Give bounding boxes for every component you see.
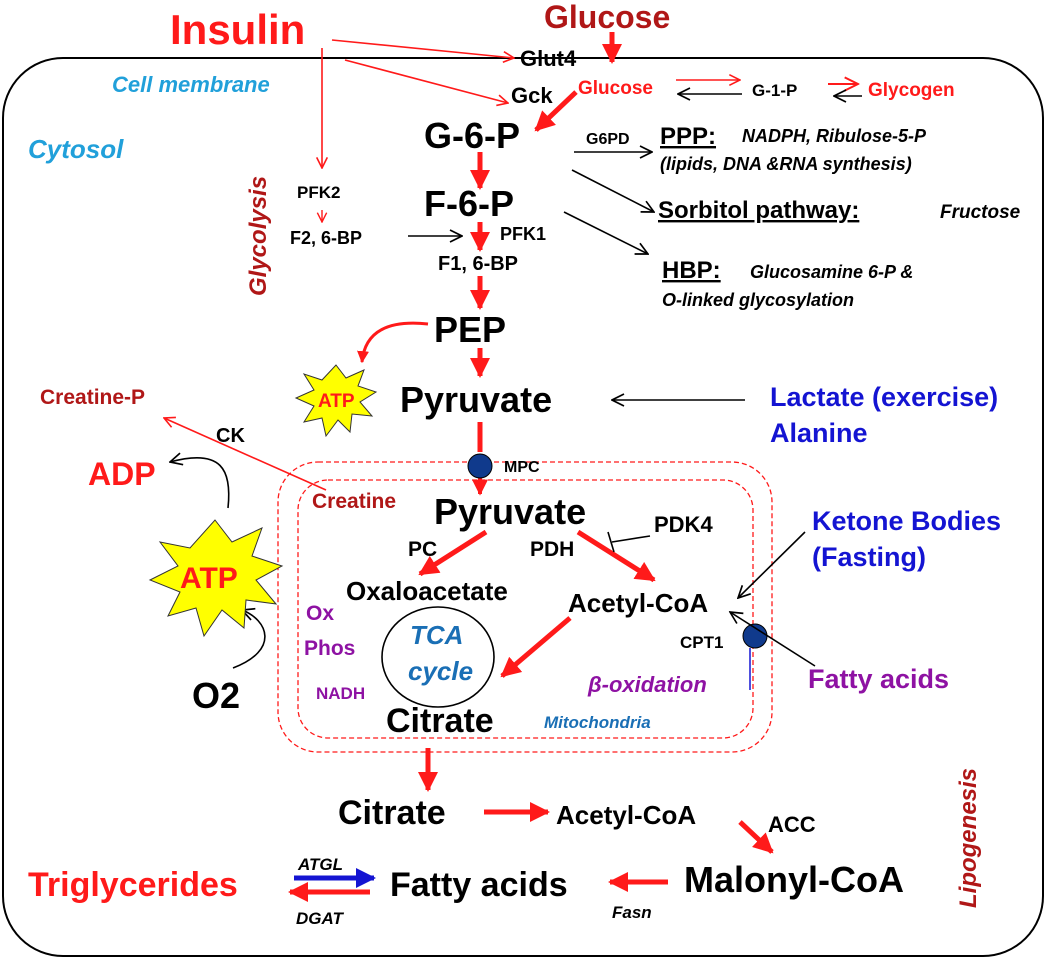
ck-label: CK (216, 425, 245, 447)
pep-label: PEP (434, 309, 506, 350)
acc-label: ACC (768, 812, 816, 837)
ppp-line1: NADPH, Ribulose-5-P (742, 126, 927, 146)
f26bp-label: F2, 6-BP (290, 228, 362, 248)
mpc-transporter-circle (467, 453, 493, 479)
fatty-acids-to-cpt1-arrow (730, 612, 816, 667)
mitochondria-outer-membrane (277, 461, 773, 753)
fasn-label: Fasn (612, 903, 652, 922)
pc-label: PC (408, 538, 437, 561)
tca-cycle-ellipse (381, 606, 495, 708)
tca-label: TCA (410, 620, 463, 650)
g6pd-label: G6PD (586, 131, 630, 148)
hbp-line2: O-linked glycosylation (662, 290, 854, 310)
insulin-to-glut4-arrow (331, 39, 514, 58)
glucose-top-label: Glucose (544, 0, 670, 35)
pdk4-inhibition-bar (607, 531, 615, 553)
g1p-label: G-1-P (752, 81, 797, 100)
pyruvate-to-oxaloacetate-arrow (418, 529, 488, 577)
citrate-cyto-label: Citrate (338, 794, 446, 832)
lipogenesis-label: Lipogenesis (955, 768, 982, 908)
sorbitol-product: Fructose (940, 202, 1021, 223)
acetylcoa-to-citrate-arrow (500, 616, 572, 678)
acetyl-coa-mito-label: Acetyl-CoA (568, 588, 708, 618)
oxaloacetate-label: Oxaloacetate (346, 576, 508, 606)
oxphos-ox-label: Ox (306, 602, 334, 625)
fasting-label: (Fasting) (812, 542, 926, 572)
pep-to-atp-arrow (357, 321, 429, 364)
beta-oxidation-label: β-oxidation (587, 672, 707, 697)
pdh-label: PDH (530, 538, 574, 561)
adp-label: ADP (88, 456, 156, 492)
atp-small-starburst (294, 364, 378, 438)
insulin-label: Insulin (170, 6, 305, 53)
atgl-label: ATGL (297, 855, 343, 874)
ppp-line2: (lipids, DNA &RNA synthesis) (660, 154, 912, 174)
acetylcoa-to-malonylcoa-arrow (738, 820, 774, 854)
nadh-label: NADH (316, 684, 365, 703)
mitochondria-inner-membrane (297, 479, 754, 739)
pdk4-inhibition-line (611, 535, 651, 543)
ketone-bodies-label: Ketone Bodies (812, 506, 1001, 536)
glucose-inner-label: Glucose (578, 78, 653, 99)
hbp-title: HBP: (662, 257, 721, 284)
dgat-label: DGAT (296, 909, 345, 928)
triglycerides-label: Triglycerides (28, 866, 238, 904)
mpc-label: MPC (504, 459, 540, 476)
atp-big-starburst (148, 519, 284, 638)
o2-label: O2 (192, 675, 240, 716)
oxphos-phos-label: Phos (304, 637, 355, 660)
hbp-line1: Glucosamine 6-P & (750, 262, 913, 282)
cytosol-label: Cytosol (28, 134, 124, 164)
f6p-label: F-6-P (424, 183, 514, 224)
glycolysis-label: Glycolysis (245, 176, 272, 296)
cell-membrane-boundary (2, 57, 1044, 957)
glut4-label: Glut4 (520, 46, 577, 71)
cycle-label: cycle (408, 656, 473, 686)
sorbitol-title: Sorbitol pathway: (658, 197, 859, 224)
cpt1-label: CPT1 (680, 633, 723, 652)
pyruvate-to-acetylcoa-arrow (576, 529, 656, 583)
ppp-title: PPP: (660, 123, 716, 150)
o2-to-atp-arrow (232, 610, 266, 669)
f16bp-label: F1, 6-BP (438, 253, 518, 275)
creatine-to-creatinep-arrow (164, 418, 327, 491)
mitochondria-label: Mitochondria (544, 713, 651, 732)
lactate-label: Lactate (exercise) (770, 382, 998, 412)
insulin-to-gck-arrow (344, 59, 508, 103)
acetyl-coa-cyto-label: Acetyl-CoA (556, 800, 696, 830)
atp-small-label: ATP (318, 391, 355, 412)
pfk1-label: PFK1 (500, 224, 546, 244)
pyruvate-cyto-label: Pyruvate (400, 379, 552, 420)
glycogen-label: Glycogen (868, 80, 955, 101)
gck-label: Gck (511, 83, 553, 108)
malonyl-coa-label: Malonyl-CoA (684, 859, 904, 900)
atp-to-adp-arrow (170, 458, 230, 509)
fatty-acids-cyto-label: Fatty acids (390, 866, 568, 904)
pyruvate-mito-label: Pyruvate (434, 491, 586, 532)
glucose-to-g6p-arrow (534, 90, 578, 132)
fatty-acids-in-label: Fatty acids (808, 664, 949, 694)
pfk2-label: PFK2 (297, 183, 340, 202)
g6p-label: G-6-P (424, 115, 520, 156)
creatine-label: Creatine (312, 490, 396, 513)
citrate-mito-label: Citrate (386, 702, 494, 740)
ketone-to-acetylcoa-arrow (738, 531, 806, 598)
alanine-label: Alanine (770, 418, 868, 448)
f6p-to-hbp-arrow (563, 211, 648, 254)
cell-membrane-label: Cell membrane (112, 72, 270, 97)
atp-big-label: ATP (180, 562, 238, 595)
creatine-p-label: Creatine-P (40, 386, 145, 409)
g6p-to-sorbitol-arrow (571, 169, 654, 212)
pdk4-label: PDK4 (654, 512, 713, 537)
